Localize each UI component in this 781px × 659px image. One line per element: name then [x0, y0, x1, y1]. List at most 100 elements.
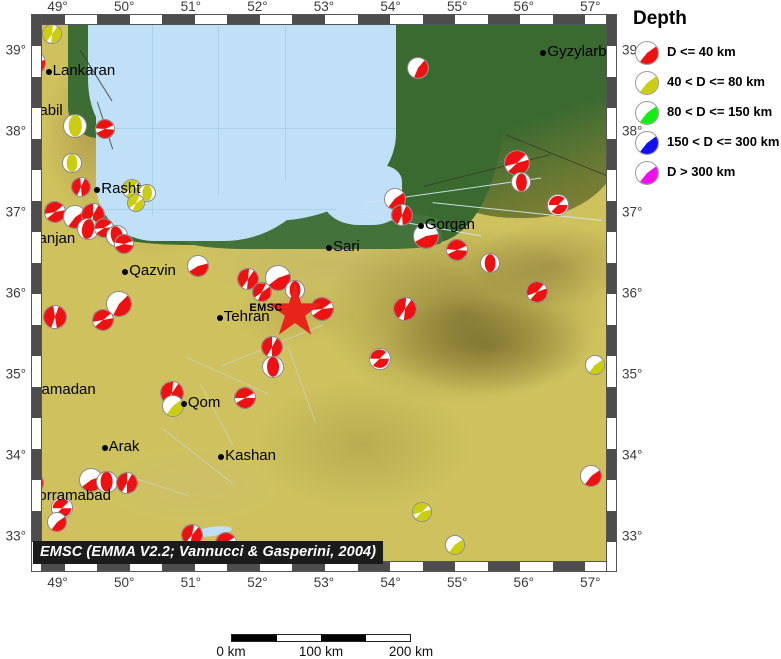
longitude-tick-label: 56° — [513, 575, 534, 590]
beachball-compression-quadrant — [163, 396, 184, 416]
longitude-tick-label: 57° — [580, 575, 601, 590]
latitude-tick-label: 37° — [622, 204, 643, 220]
scale-bar-segment — [321, 635, 366, 641]
longitude-tick-label: 54° — [380, 0, 401, 14]
longitude-tick-label: 50° — [114, 0, 135, 14]
city-dot-icon — [216, 315, 223, 322]
legend-item: D > 300 km — [627, 160, 781, 187]
focal-mechanism-beachball — [580, 464, 603, 487]
city-dot-icon — [180, 400, 187, 407]
scale-bar-label: 100 km — [298, 644, 344, 659]
focal-mechanism-beachball — [262, 355, 285, 378]
longitude-tick-label: 55° — [446, 575, 468, 590]
city-dot-icon — [417, 223, 424, 230]
map-figure: LankaranArdabilRashtZanjanQazvinTehranSa… — [31, 14, 617, 572]
city-label: Kashan — [225, 447, 276, 465]
beachball-compression-quadrant — [132, 197, 144, 212]
city-label: Qazvin — [129, 262, 176, 280]
longitude-tick-label: 54° — [380, 575, 401, 590]
scale-bar-segment — [232, 635, 277, 641]
legend-title: Depth — [633, 8, 687, 29]
latitude-tick-label: 35° — [5, 366, 26, 382]
longitude-tick-label: 51° — [180, 575, 202, 590]
longitude-tick-label: 49° — [47, 0, 68, 14]
beachball-compression-quadrant — [445, 536, 464, 554]
latitude-tick-label: 34° — [622, 447, 643, 463]
legend-beachball-icon — [635, 71, 659, 95]
focal-mechanism-beachball — [61, 152, 82, 173]
map-canvas: LankaranArdabilRashtZanjanQazvinTehranSa… — [32, 15, 616, 571]
focal-mechanism-beachball — [47, 512, 68, 533]
latitude-tick-label: 33° — [622, 528, 643, 544]
longitude-tick-label: 53° — [313, 575, 335, 590]
legend-beachball-quadrant — [636, 73, 658, 94]
beachball-compression-quadrant-2 — [127, 195, 140, 210]
city-dot-icon — [122, 269, 129, 276]
city-label: Rasht — [101, 180, 141, 198]
longitude-tick-label: 56° — [513, 0, 534, 14]
focal-mechanism-beachball — [126, 194, 145, 213]
scale-bar — [231, 634, 411, 642]
focal-mechanism-beachball — [444, 534, 465, 555]
latitude-tick-label: 39° — [5, 42, 26, 58]
longitude-tick-label: 49° — [47, 575, 68, 590]
legend-beachball-icon — [635, 131, 659, 155]
focal-mechanism-beachball — [368, 347, 391, 370]
focal-mechanism-beachball — [584, 355, 605, 376]
legend-item: 40 < D <= 80 km — [627, 70, 781, 97]
scale-bar-segment — [365, 635, 410, 641]
longitude-tick-label: 55° — [446, 0, 468, 14]
latitude-tick-label: 36° — [5, 285, 26, 301]
city-label: Tehran — [223, 308, 270, 326]
city-dot-icon — [45, 68, 52, 75]
city-dot-icon — [101, 445, 108, 452]
city-label: Gorgan — [424, 216, 475, 234]
scale-bar-label: 200 km — [388, 644, 434, 659]
legend-item: D <= 40 km — [627, 40, 781, 67]
beachball-compression-quadrant — [585, 357, 604, 375]
legend-beachball-icon — [635, 41, 659, 65]
longitude-tick-label: 57° — [580, 0, 601, 14]
map-frame-left — [31, 14, 42, 572]
longitude-tick-label: 51° — [180, 0, 202, 14]
graticule-line — [96, 128, 396, 129]
city-label: Sari — [332, 237, 360, 255]
attribution-banner: EMSC (EMMA V2.2; Vannucci & Gasperini, 2… — [33, 541, 384, 564]
legend-label: 80 < D <= 150 km — [667, 104, 773, 119]
legend-item: 150 < D <= 300 km — [627, 130, 781, 157]
latitude-tick-label: 34° — [5, 447, 26, 463]
city-label: Lankaran — [52, 61, 116, 79]
city-dot-icon — [94, 187, 101, 194]
latitude-tick-label: 33° — [5, 528, 26, 544]
depth-legend: Depth D <= 40 km 40 < D <= 80 km 80 < D <=… — [627, 8, 781, 190]
legend-label: 40 < D <= 80 km — [667, 74, 765, 89]
graticule-line — [218, 15, 219, 195]
scale-bar-segment — [276, 635, 321, 641]
map-frame-top — [31, 14, 617, 25]
caspian-bay — [88, 15, 148, 133]
legend-beachball-quadrant — [636, 163, 658, 184]
longitude-tick-label: 52° — [247, 0, 268, 14]
beachball-compression-quadrant — [66, 153, 78, 172]
focal-mechanism-beachball — [251, 282, 272, 303]
longitude-tick-label: 53° — [313, 0, 335, 14]
city-dot-icon — [325, 244, 332, 251]
city-label: Qom — [187, 393, 221, 411]
longitude-tick-label: 50° — [114, 575, 135, 590]
city-label: Zanjan — [32, 229, 76, 247]
city-dot-icon — [218, 454, 225, 461]
beachball-compression-quadrant — [142, 184, 152, 201]
legend-beachball-icon — [635, 101, 659, 125]
longitude-tick-label: 52° — [247, 575, 268, 590]
focal-mechanism-beachball — [480, 253, 501, 274]
legend-beachball-quadrant — [636, 133, 658, 154]
beachball-compression-quadrant — [48, 513, 67, 532]
legend-label: D <= 40 km — [667, 44, 736, 59]
legend-beachball-quadrant — [636, 103, 658, 124]
focal-mechanism-beachball — [511, 172, 532, 193]
city-label: Khorramabad — [32, 486, 111, 504]
legend-label: 150 < D <= 300 km — [667, 134, 780, 149]
beachball-compression-quadrant — [581, 466, 602, 486]
city-label: Hamadan — [32, 381, 96, 399]
city-label: Arak — [108, 438, 140, 456]
